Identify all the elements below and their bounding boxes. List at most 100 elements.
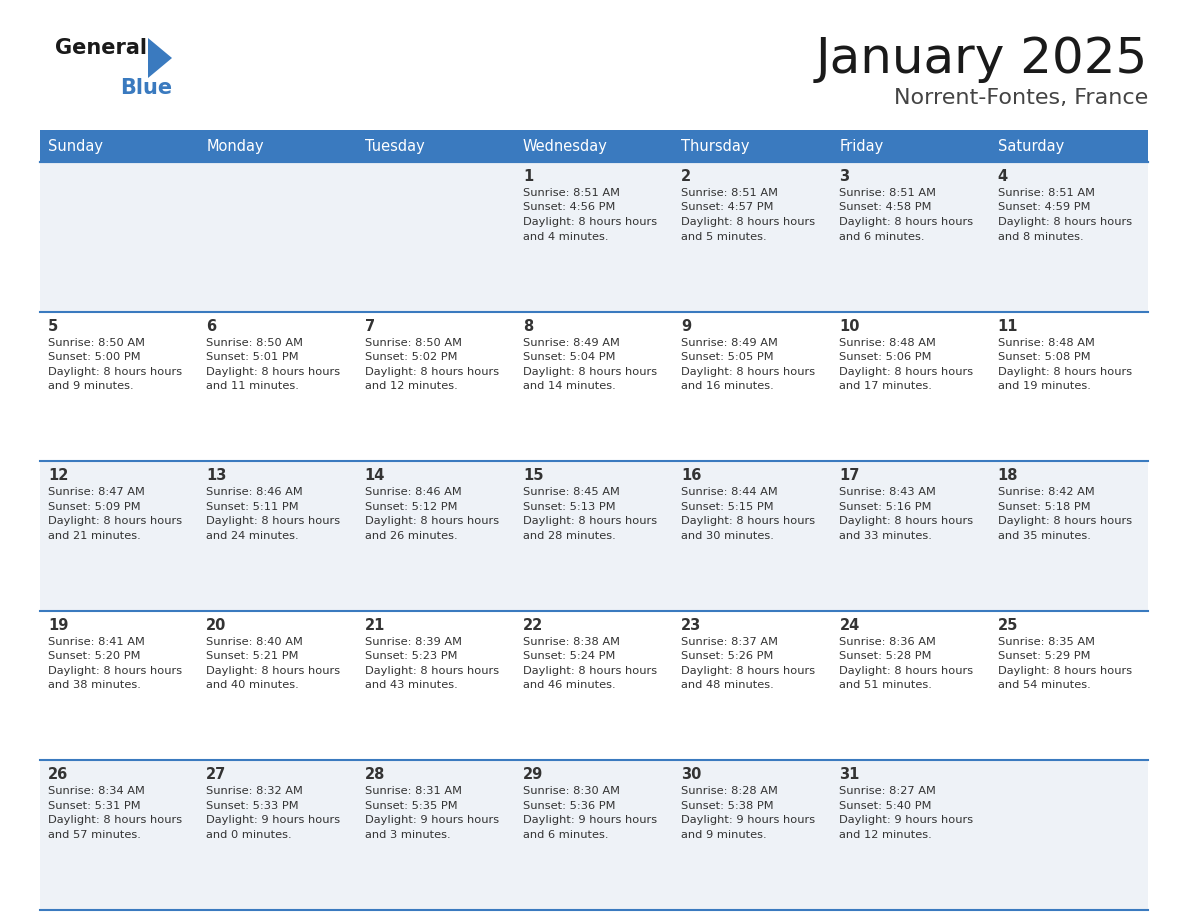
Text: Sunrise: 8:40 AM: Sunrise: 8:40 AM (207, 637, 303, 647)
Text: Daylight: 8 hours hours: Daylight: 8 hours hours (681, 217, 815, 227)
Text: Daylight: 9 hours hours: Daylight: 9 hours hours (365, 815, 499, 825)
Text: Sunset: 5:35 PM: Sunset: 5:35 PM (365, 800, 457, 811)
Text: Daylight: 8 hours hours: Daylight: 8 hours hours (840, 366, 973, 376)
Text: 1: 1 (523, 169, 533, 184)
Text: Sunrise: 8:50 AM: Sunrise: 8:50 AM (207, 338, 303, 348)
Text: 6: 6 (207, 319, 216, 333)
Bar (514, 610, 674, 760)
Text: Sunset: 5:28 PM: Sunset: 5:28 PM (840, 651, 931, 661)
Text: Daylight: 8 hours hours: Daylight: 8 hours hours (48, 516, 182, 526)
Text: and 24 minutes.: and 24 minutes. (207, 531, 299, 541)
Text: Sunrise: 8:38 AM: Sunrise: 8:38 AM (523, 637, 620, 647)
Text: Sunday: Sunday (48, 139, 103, 153)
Text: and 5 minutes.: and 5 minutes. (681, 231, 766, 241)
Bar (990, 162, 1148, 311)
Text: and 16 minutes.: and 16 minutes. (681, 381, 773, 391)
Text: Sunrise: 8:46 AM: Sunrise: 8:46 AM (365, 487, 461, 498)
Text: 20: 20 (207, 618, 227, 633)
Text: Daylight: 8 hours hours: Daylight: 8 hours hours (998, 366, 1132, 376)
Text: Daylight: 9 hours hours: Daylight: 9 hours hours (681, 815, 815, 825)
Text: and 28 minutes.: and 28 minutes. (523, 531, 615, 541)
Bar (514, 760, 674, 910)
Text: Sunrise: 8:27 AM: Sunrise: 8:27 AM (840, 787, 936, 797)
Bar (832, 130, 990, 162)
Text: Sunset: 5:29 PM: Sunset: 5:29 PM (998, 651, 1091, 661)
Bar (40, 760, 198, 910)
Bar (198, 311, 356, 461)
Bar (674, 610, 832, 760)
Text: Sunset: 5:08 PM: Sunset: 5:08 PM (998, 353, 1091, 362)
Text: Sunset: 5:11 PM: Sunset: 5:11 PM (207, 502, 299, 511)
Text: Daylight: 9 hours hours: Daylight: 9 hours hours (207, 815, 341, 825)
Text: 3: 3 (840, 169, 849, 184)
Text: Daylight: 8 hours hours: Daylight: 8 hours hours (998, 666, 1132, 676)
Text: 17: 17 (840, 468, 860, 483)
Text: Sunrise: 8:50 AM: Sunrise: 8:50 AM (48, 338, 145, 348)
Bar (990, 461, 1148, 610)
Text: Sunset: 5:18 PM: Sunset: 5:18 PM (998, 502, 1091, 511)
Text: Sunset: 5:15 PM: Sunset: 5:15 PM (681, 502, 773, 511)
Text: 10: 10 (840, 319, 860, 333)
Bar (674, 461, 832, 610)
Text: 8: 8 (523, 319, 533, 333)
Text: Daylight: 8 hours hours: Daylight: 8 hours hours (840, 516, 973, 526)
Text: and 8 minutes.: and 8 minutes. (998, 231, 1083, 241)
Text: Norrent-Fontes, France: Norrent-Fontes, France (893, 88, 1148, 108)
Text: Daylight: 8 hours hours: Daylight: 8 hours hours (998, 516, 1132, 526)
Text: and 54 minutes.: and 54 minutes. (998, 680, 1091, 690)
Text: and 6 minutes.: and 6 minutes. (840, 231, 925, 241)
Text: Sunrise: 8:42 AM: Sunrise: 8:42 AM (998, 487, 1094, 498)
Text: Sunrise: 8:47 AM: Sunrise: 8:47 AM (48, 487, 145, 498)
Text: Sunrise: 8:28 AM: Sunrise: 8:28 AM (681, 787, 778, 797)
Text: Sunrise: 8:51 AM: Sunrise: 8:51 AM (998, 188, 1094, 198)
Text: Sunset: 5:24 PM: Sunset: 5:24 PM (523, 651, 615, 661)
Text: Sunset: 4:58 PM: Sunset: 4:58 PM (840, 203, 931, 212)
Bar (198, 162, 356, 311)
Text: 23: 23 (681, 618, 701, 633)
Text: and 57 minutes.: and 57 minutes. (48, 830, 141, 840)
Text: and 51 minutes.: and 51 minutes. (840, 680, 933, 690)
Text: and 40 minutes.: and 40 minutes. (207, 680, 299, 690)
Text: Daylight: 8 hours hours: Daylight: 8 hours hours (840, 666, 973, 676)
Text: January 2025: January 2025 (816, 35, 1148, 83)
Text: Daylight: 8 hours hours: Daylight: 8 hours hours (523, 666, 657, 676)
Bar (356, 760, 514, 910)
Text: Sunrise: 8:31 AM: Sunrise: 8:31 AM (365, 787, 462, 797)
Bar (674, 311, 832, 461)
Text: Sunrise: 8:35 AM: Sunrise: 8:35 AM (998, 637, 1094, 647)
Text: 5: 5 (48, 319, 58, 333)
Text: Sunset: 5:13 PM: Sunset: 5:13 PM (523, 502, 615, 511)
Text: and 43 minutes.: and 43 minutes. (365, 680, 457, 690)
Text: Daylight: 8 hours hours: Daylight: 8 hours hours (998, 217, 1132, 227)
Text: and 46 minutes.: and 46 minutes. (523, 680, 615, 690)
Text: 31: 31 (840, 767, 860, 782)
Text: 19: 19 (48, 618, 69, 633)
Text: Daylight: 8 hours hours: Daylight: 8 hours hours (365, 516, 499, 526)
Bar (40, 311, 198, 461)
Bar (674, 130, 832, 162)
Text: and 19 minutes.: and 19 minutes. (998, 381, 1091, 391)
Text: Daylight: 8 hours hours: Daylight: 8 hours hours (207, 666, 341, 676)
Text: Sunset: 5:26 PM: Sunset: 5:26 PM (681, 651, 773, 661)
Text: 28: 28 (365, 767, 385, 782)
Bar (198, 610, 356, 760)
Bar (356, 130, 514, 162)
Text: Sunset: 4:59 PM: Sunset: 4:59 PM (998, 203, 1091, 212)
Text: 18: 18 (998, 468, 1018, 483)
Text: Daylight: 8 hours hours: Daylight: 8 hours hours (523, 366, 657, 376)
Text: 13: 13 (207, 468, 227, 483)
Text: Sunrise: 8:48 AM: Sunrise: 8:48 AM (840, 338, 936, 348)
Text: and 11 minutes.: and 11 minutes. (207, 381, 299, 391)
Text: 2: 2 (681, 169, 691, 184)
Text: Sunrise: 8:46 AM: Sunrise: 8:46 AM (207, 487, 303, 498)
Bar (832, 461, 990, 610)
Text: Sunrise: 8:49 AM: Sunrise: 8:49 AM (523, 338, 620, 348)
Text: Monday: Monday (207, 139, 264, 153)
Text: Sunrise: 8:48 AM: Sunrise: 8:48 AM (998, 338, 1094, 348)
Polygon shape (148, 38, 172, 78)
Bar (990, 610, 1148, 760)
Bar (514, 130, 674, 162)
Text: Sunrise: 8:51 AM: Sunrise: 8:51 AM (523, 188, 620, 198)
Bar (990, 760, 1148, 910)
Text: Saturday: Saturday (998, 139, 1064, 153)
